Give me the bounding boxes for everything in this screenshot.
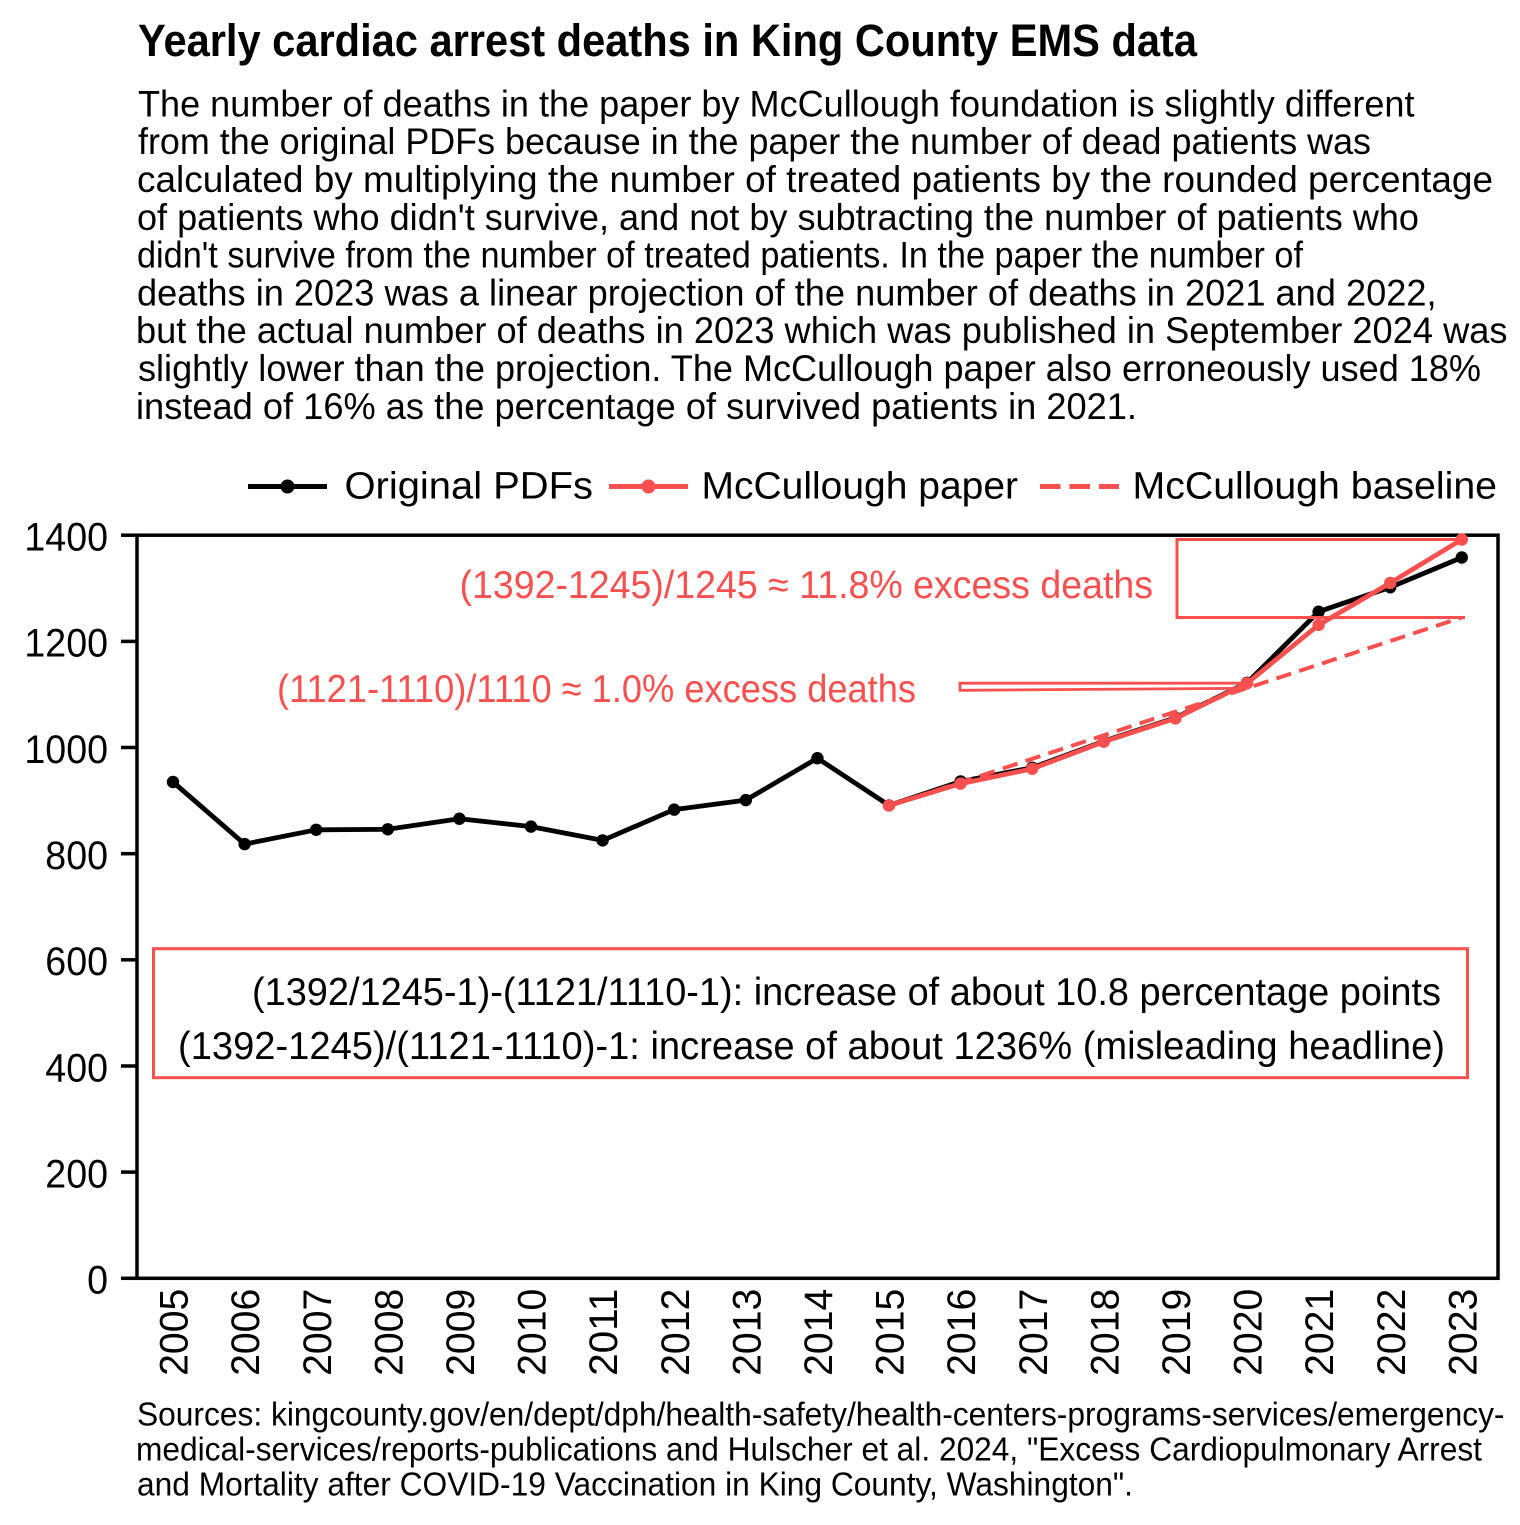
svg-text:2011: 2011 — [582, 1289, 626, 1376]
svg-text:2012: 2012 — [654, 1289, 698, 1376]
svg-text:0: 0 — [87, 1259, 108, 1303]
svg-text:slightly lower than the projec: slightly lower than the projection. The … — [138, 348, 1481, 389]
svg-text:2014: 2014 — [797, 1289, 841, 1376]
svg-text:2005: 2005 — [153, 1289, 197, 1376]
svg-text:600: 600 — [45, 940, 108, 984]
svg-text:2007: 2007 — [296, 1289, 340, 1376]
svg-text:2013: 2013 — [725, 1289, 769, 1376]
svg-text:Sources: kingcounty.gov/en/dep: Sources: kingcounty.gov/en/dept/dph/heal… — [137, 1396, 1505, 1433]
svg-text:2006: 2006 — [224, 1289, 268, 1376]
svg-text:1000: 1000 — [24, 728, 108, 772]
svg-text:2017: 2017 — [1012, 1289, 1056, 1376]
svg-text:from the original PDFs because: from the original PDFs because in the pa… — [138, 121, 1371, 162]
svg-text:2010: 2010 — [511, 1289, 555, 1376]
svg-text:2021: 2021 — [1298, 1289, 1342, 1376]
svg-text:800: 800 — [45, 834, 108, 878]
svg-text:instead of 16% as the percenta: instead of 16% as the percentage of surv… — [136, 386, 1137, 427]
svg-text:and Mortality after COVID-19 V: and Mortality after COVID-19 Vaccination… — [137, 1465, 1133, 1502]
svg-text:calculated by multiplying the: calculated by multiplying the number of … — [137, 159, 1493, 200]
svg-text:2008: 2008 — [367, 1289, 411, 1376]
svg-text:of patients who didn't survive: of patients who didn't survive, and not … — [137, 197, 1419, 238]
svg-text:2016: 2016 — [940, 1289, 984, 1376]
svg-text:but the actual number of death: but the actual number of deaths in 2023 … — [136, 310, 1508, 351]
svg-text:McCullough paper: McCullough paper — [702, 466, 1019, 508]
svg-text:2018: 2018 — [1083, 1289, 1127, 1376]
svg-text:2023: 2023 — [1441, 1289, 1485, 1376]
svg-text:400: 400 — [45, 1046, 108, 1090]
svg-text:Original PDFs: Original PDFs — [345, 466, 594, 508]
svg-text:1200: 1200 — [24, 622, 108, 666]
svg-text:1400: 1400 — [24, 516, 108, 560]
svg-text:Yearly cardiac arrest deaths i: Yearly cardiac arrest deaths in King Cou… — [138, 15, 1198, 66]
svg-text:(1392/1245-1)-(1121/1110-1): i: (1392/1245-1)-(1121/1110-1): increase of… — [252, 971, 1441, 1014]
svg-text:deaths in 2023 was a linear pr: deaths in 2023 was a linear projection o… — [137, 272, 1437, 313]
svg-text:medical-services/reports-publi: medical-services/reports-publications an… — [136, 1431, 1482, 1468]
svg-text:2022: 2022 — [1370, 1289, 1414, 1376]
svg-text:McCullough baseline: McCullough baseline — [1133, 466, 1498, 508]
svg-text:The number of deaths in the pa: The number of deaths in the paper by McC… — [138, 83, 1415, 124]
svg-text:(1392-1245)/(1121-1110)-1: inc: (1392-1245)/(1121-1110)-1: increase of a… — [178, 1025, 1445, 1068]
svg-text:2019: 2019 — [1155, 1289, 1199, 1376]
svg-text:200: 200 — [45, 1152, 108, 1196]
svg-text:2009: 2009 — [439, 1289, 483, 1376]
svg-text:(1392-1245)/1245 ≈ 11.8% exces: (1392-1245)/1245 ≈ 11.8% excess deaths — [460, 564, 1154, 607]
svg-text:2015: 2015 — [869, 1289, 913, 1376]
svg-text:(1121-1110)/1110 ≈ 1.0% excess: (1121-1110)/1110 ≈ 1.0% excess deaths — [277, 668, 916, 711]
svg-text:didn't survive from the number: didn't survive from the number of treate… — [137, 235, 1304, 276]
svg-text:2020: 2020 — [1227, 1289, 1271, 1376]
